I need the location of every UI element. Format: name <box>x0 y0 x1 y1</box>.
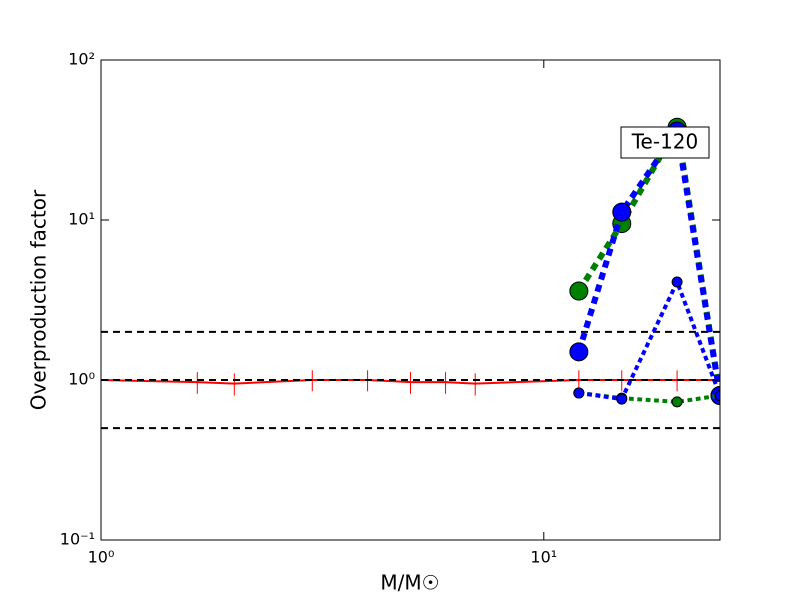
x-tick-label: 10¹ <box>530 548 557 567</box>
marker <box>671 396 683 408</box>
marker <box>569 342 589 362</box>
marker <box>573 387 585 399</box>
marker <box>616 393 628 405</box>
annotation-text: Te-120 <box>631 130 699 154</box>
marker <box>612 202 632 222</box>
series-line <box>578 390 720 404</box>
y-tick-label: 10⁰ <box>68 370 95 389</box>
y-tick-label: 10² <box>68 50 95 69</box>
series-line <box>575 123 720 396</box>
marker <box>671 276 683 288</box>
y-axis-label: Overproduction factor <box>27 189 51 410</box>
series-line <box>576 118 720 396</box>
marker <box>569 281 589 301</box>
axes-frame <box>100 59 721 541</box>
annotation-box <box>620 126 710 159</box>
y-tick-label: 10¹ <box>68 210 95 229</box>
x-tick-label: 10⁰ <box>88 548 115 567</box>
annotation: Te-120 <box>620 126 710 159</box>
x-axis-label: M/M☉ <box>380 571 439 595</box>
marker <box>714 390 720 402</box>
y-tick-label: 10⁻¹ <box>60 530 95 549</box>
